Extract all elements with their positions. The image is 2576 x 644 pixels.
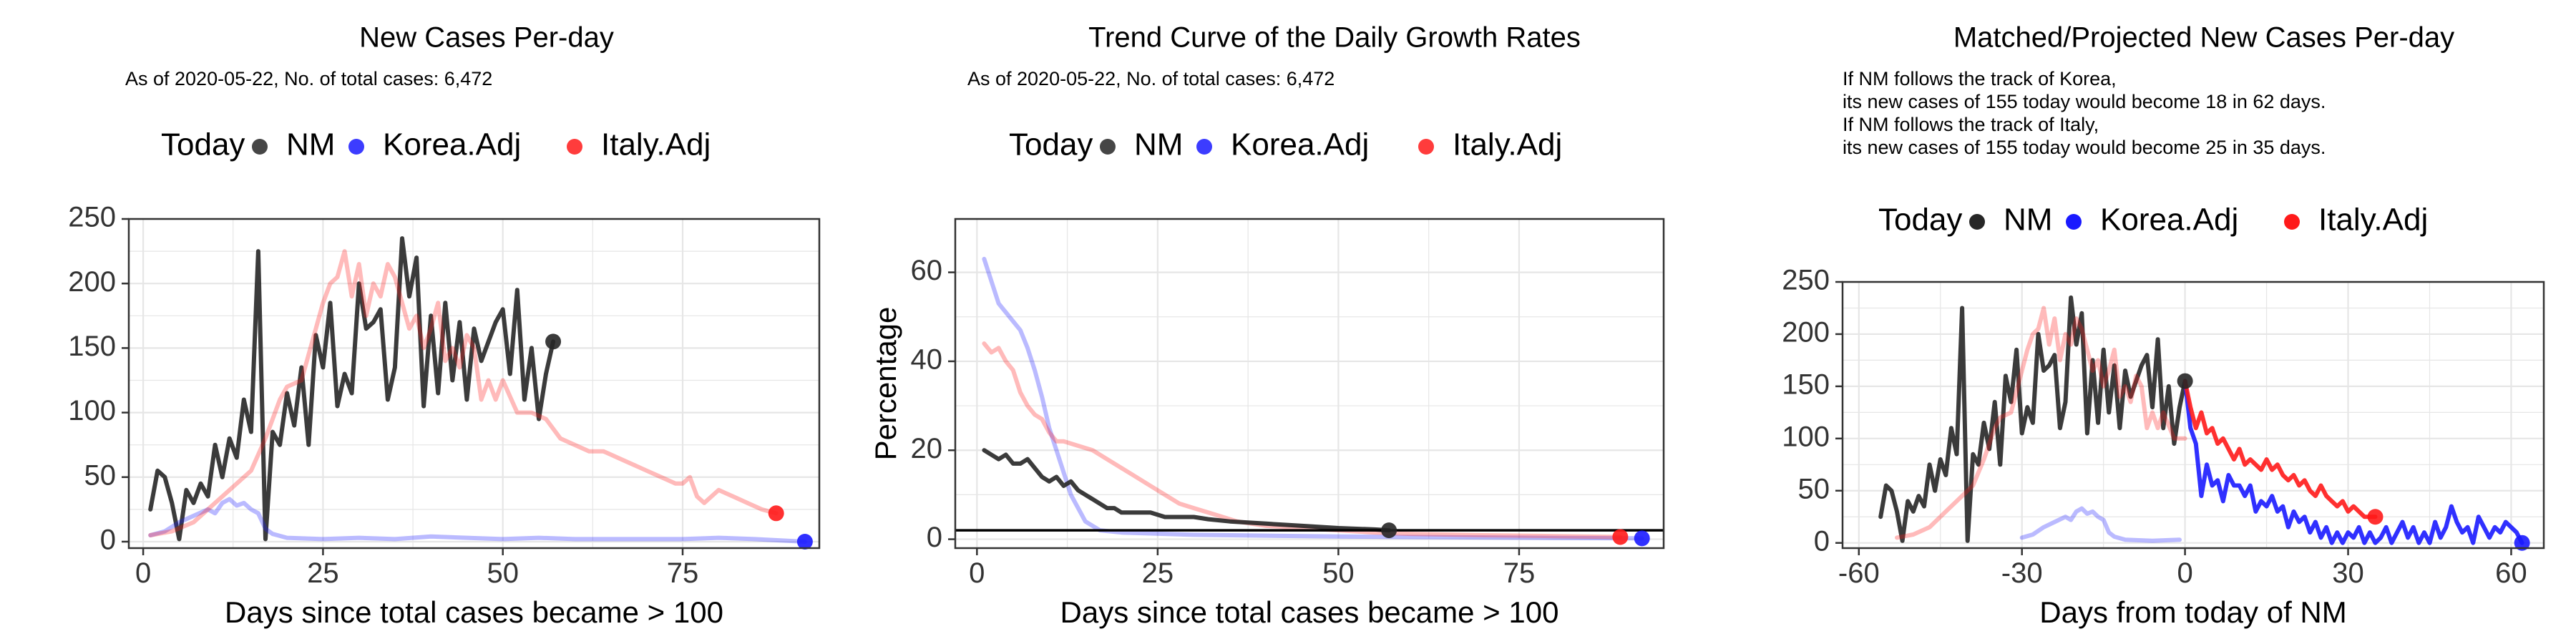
x-axis-label: Days since total cases became > 100 (225, 595, 723, 629)
chart-title: New Cases Per-day (359, 22, 614, 54)
chart-subtitle: As of 2020-05-22, No. of total cases: 6,… (125, 68, 492, 89)
x-tick-label: 25 (1142, 557, 1174, 589)
series-line-Korea.Adj (2019, 506, 2182, 543)
today-point-Italy.Adj (768, 505, 784, 522)
plot-area (955, 219, 1664, 548)
y-tick-label: 0 (1814, 525, 1830, 557)
x-tick-label: -30 (2001, 557, 2043, 589)
legend-title: Today (161, 127, 245, 162)
x-tick-label: 50 (1322, 557, 1355, 589)
y-tick-label: 150 (1782, 369, 1830, 400)
x-tick-label: -60 (1838, 557, 1880, 589)
panel-border (954, 218, 1665, 550)
x-tick-label: 0 (2177, 557, 2192, 589)
today-point-Korea.Adj (1634, 530, 1650, 547)
today-point-NM (2177, 373, 2193, 389)
legend-label-Italy.Adj: Italy.Adj (2318, 203, 2428, 238)
gridlines (955, 219, 1664, 548)
panel-border (1841, 280, 2545, 550)
today-point-NM (1381, 522, 1397, 539)
legend-label-NM: NM (1134, 127, 1183, 162)
legend-title: Today (1009, 127, 1093, 162)
y-tick-label: 20 (911, 433, 943, 464)
y-tick-label: 0 (927, 522, 942, 553)
legend: Today NM Korea.Adj Italy.Adj (1878, 203, 2428, 238)
x-tick-label: 0 (135, 557, 151, 589)
chart-subtitle: its new cases of 155 today would become … (1843, 137, 2326, 158)
series-line-Italy.Adj (148, 249, 779, 537)
chart-subtitle: If NM follows the track of Korea, (1843, 68, 2117, 89)
legend-marker-NM (252, 139, 268, 155)
chart-title: Matched/Projected New Cases Per-day (1953, 22, 2454, 54)
legend-marker-NM (1969, 214, 1985, 230)
legend-marker-Italy.Adj (1418, 139, 1434, 155)
x-tick-label: 60 (2495, 557, 2527, 589)
x-tick-label: 75 (1503, 557, 1536, 589)
y-tick-label: 60 (911, 255, 943, 286)
today-point-NM (545, 333, 562, 350)
x-axis-label: Days since total cases became > 100 (1060, 595, 1559, 629)
series-line-Italy.Adj (2182, 379, 2378, 519)
y-tick-label: 0 (100, 525, 116, 556)
series-line-Italy.Adj (1895, 306, 2187, 540)
legend-title: Today (1878, 203, 1962, 238)
series-line-Korea.Adj (148, 497, 807, 544)
legend: Today NM Korea.Adj Italy.Adj (161, 127, 711, 162)
today-point-Korea.Adj (796, 533, 813, 550)
y-tick-label: 50 (84, 459, 117, 491)
today-point-Korea.Adj (2514, 535, 2530, 551)
chart-1: New Cases Per-day As of 2020-05-22, No. o… (68, 22, 821, 629)
series-line-NM (1878, 295, 2187, 543)
x-tick-label: 30 (2332, 557, 2364, 589)
legend-label-Italy.Adj: Italy.Adj (601, 127, 711, 162)
today-point-Italy.Adj (2367, 509, 2384, 525)
y-tick-label: 50 (1798, 473, 1830, 504)
plot-area (129, 219, 819, 548)
y-tick-label: 250 (68, 202, 116, 233)
legend-marker-Italy.Adj (567, 139, 582, 155)
y-tick-label: 40 (911, 343, 943, 375)
legend-label-NM: NM (2004, 203, 2052, 238)
legend-marker-Korea.Adj (1196, 139, 1212, 155)
y-tick-label: 200 (68, 266, 116, 298)
y-axis-label: Percentage (869, 307, 902, 461)
x-tick-label: 50 (487, 557, 519, 589)
legend: Today NM Korea.Adj Italy.Adj (1009, 127, 1562, 162)
y-tick-label: 150 (68, 331, 116, 362)
legend-marker-Korea.Adj (348, 139, 364, 155)
legend-marker-NM (1100, 139, 1116, 155)
chart-3: Matched/Projected New Cases Per-day If NM… (1782, 22, 2545, 629)
today-point-Italy.Adj (1612, 529, 1629, 545)
legend-label-NM: NM (286, 127, 335, 162)
chart-subtitle: As of 2020-05-22, No. of total cases: 6,… (967, 68, 1335, 89)
chart-subtitle: If NM follows the track of Italy, (1843, 114, 2099, 135)
legend-label-Korea.Adj: Korea.Adj (2100, 203, 2238, 238)
legend-marker-Korea.Adj (2066, 214, 2082, 230)
series-line-Korea.Adj (2182, 379, 2524, 545)
chart-subtitle: its new cases of 155 today would become … (1843, 91, 2326, 112)
y-tick-label: 100 (68, 395, 116, 426)
x-tick-label: 75 (667, 557, 699, 589)
legend-marker-Italy.Adj (2284, 214, 2300, 230)
legend-label-Korea.Adj: Korea.Adj (1231, 127, 1369, 162)
y-tick-label: 250 (1782, 265, 1830, 296)
panel-border (127, 218, 821, 550)
y-tick-label: 200 (1782, 317, 1830, 348)
x-tick-label: 0 (969, 557, 985, 589)
y-tick-label: 100 (1782, 421, 1830, 452)
x-axis-label: Days from today of NM (2039, 595, 2346, 629)
chart-2: Trend Curve of the Daily Growth Rates As … (869, 22, 1665, 629)
legend-label-Italy.Adj: Italy.Adj (1453, 127, 1562, 162)
series-line-NM (982, 448, 1392, 533)
series-line-NM (148, 236, 556, 542)
chart-title: Trend Curve of the Daily Growth Rates (1088, 22, 1581, 54)
legend-label-Korea.Adj: Korea.Adj (383, 127, 521, 162)
x-tick-label: 25 (307, 557, 339, 589)
